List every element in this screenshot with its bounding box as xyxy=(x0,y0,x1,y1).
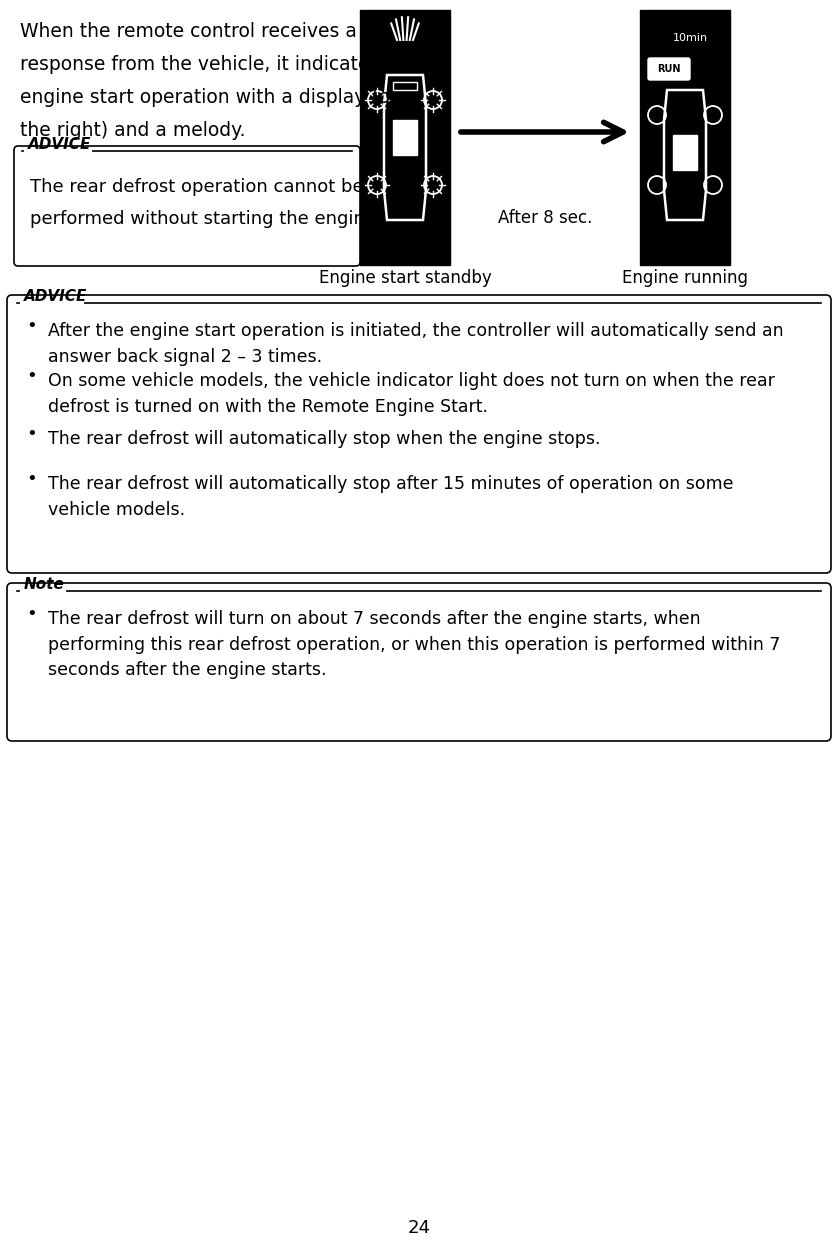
Text: When the remote control receives a: When the remote control receives a xyxy=(20,22,357,41)
Text: •: • xyxy=(27,605,38,623)
Bar xyxy=(360,10,450,265)
Text: engine start operation with a display (on: engine start operation with a display (o… xyxy=(20,89,402,107)
FancyBboxPatch shape xyxy=(7,583,831,741)
Text: The rear defrost operation cannot be: The rear defrost operation cannot be xyxy=(30,178,364,196)
Text: ADVICE: ADVICE xyxy=(28,137,91,152)
Text: performed without starting the engine.: performed without starting the engine. xyxy=(30,210,382,228)
Text: 10min: 10min xyxy=(672,32,707,42)
Text: the right) and a melody.: the right) and a melody. xyxy=(20,121,246,140)
Text: response from the vehicle, it indicates the: response from the vehicle, it indicates … xyxy=(20,55,416,74)
Bar xyxy=(393,120,417,155)
Text: ADVICE: ADVICE xyxy=(24,290,87,305)
Text: •: • xyxy=(27,317,38,334)
Text: The rear defrost will turn on about 7 seconds after the engine starts, when
perf: The rear defrost will turn on about 7 se… xyxy=(48,610,780,679)
Text: The rear defrost will automatically stop when the engine stops.: The rear defrost will automatically stop… xyxy=(48,431,601,448)
Text: •: • xyxy=(27,470,38,488)
FancyBboxPatch shape xyxy=(648,57,690,80)
Bar xyxy=(393,82,417,90)
Text: •: • xyxy=(27,426,38,443)
Text: The rear defrost will automatically stop after 15 minutes of operation on some
v: The rear defrost will automatically stop… xyxy=(48,475,733,519)
Text: Note: Note xyxy=(24,577,65,592)
Text: 24: 24 xyxy=(407,1219,431,1237)
Text: •: • xyxy=(27,367,38,384)
Bar xyxy=(673,135,697,170)
Text: Engine running: Engine running xyxy=(622,270,748,287)
Text: After the engine start operation is initiated, the controller will automatically: After the engine start operation is init… xyxy=(48,322,784,366)
Text: After 8 sec.: After 8 sec. xyxy=(498,208,592,227)
FancyBboxPatch shape xyxy=(14,146,360,266)
Text: Engine start standby: Engine start standby xyxy=(318,270,491,287)
Text: On some vehicle models, the vehicle indicator light does not turn on when the re: On some vehicle models, the vehicle indi… xyxy=(48,372,775,416)
Text: RUN: RUN xyxy=(657,64,680,74)
FancyBboxPatch shape xyxy=(7,295,831,573)
Bar xyxy=(640,10,730,265)
